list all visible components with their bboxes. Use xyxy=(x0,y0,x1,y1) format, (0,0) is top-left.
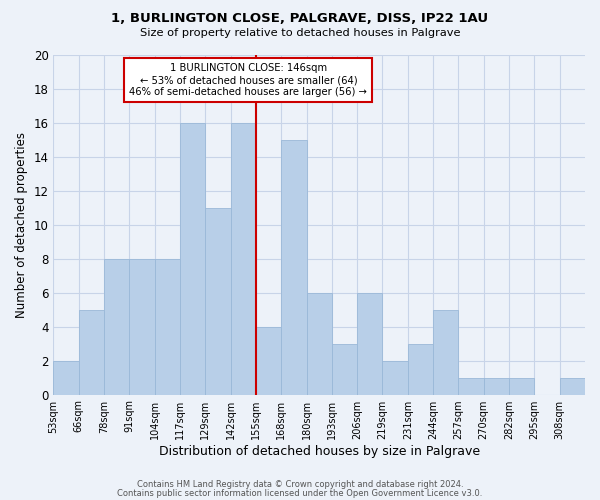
Bar xyxy=(130,259,155,394)
Bar xyxy=(281,140,307,394)
Bar xyxy=(509,378,535,394)
Bar xyxy=(560,378,585,394)
Bar xyxy=(382,360,408,394)
Text: Contains public sector information licensed under the Open Government Licence v3: Contains public sector information licen… xyxy=(118,488,482,498)
Bar xyxy=(230,123,256,394)
Bar xyxy=(307,292,332,394)
Bar xyxy=(484,378,509,394)
Bar xyxy=(155,259,180,394)
Bar xyxy=(180,123,205,394)
Bar xyxy=(79,310,104,394)
Bar xyxy=(332,344,357,394)
Text: Contains HM Land Registry data © Crown copyright and database right 2024.: Contains HM Land Registry data © Crown c… xyxy=(137,480,463,489)
Text: 1, BURLINGTON CLOSE, PALGRAVE, DISS, IP22 1AU: 1, BURLINGTON CLOSE, PALGRAVE, DISS, IP2… xyxy=(112,12,488,26)
Bar xyxy=(205,208,230,394)
Y-axis label: Number of detached properties: Number of detached properties xyxy=(15,132,28,318)
Bar xyxy=(408,344,433,394)
Text: Size of property relative to detached houses in Palgrave: Size of property relative to detached ho… xyxy=(140,28,460,38)
X-axis label: Distribution of detached houses by size in Palgrave: Distribution of detached houses by size … xyxy=(158,444,480,458)
Bar xyxy=(458,378,484,394)
Bar xyxy=(256,326,281,394)
Bar xyxy=(104,259,130,394)
Bar xyxy=(53,360,79,394)
Bar xyxy=(433,310,458,394)
Bar xyxy=(357,292,382,394)
Text: 1 BURLINGTON CLOSE: 146sqm
← 53% of detached houses are smaller (64)
46% of semi: 1 BURLINGTON CLOSE: 146sqm ← 53% of deta… xyxy=(130,64,367,96)
